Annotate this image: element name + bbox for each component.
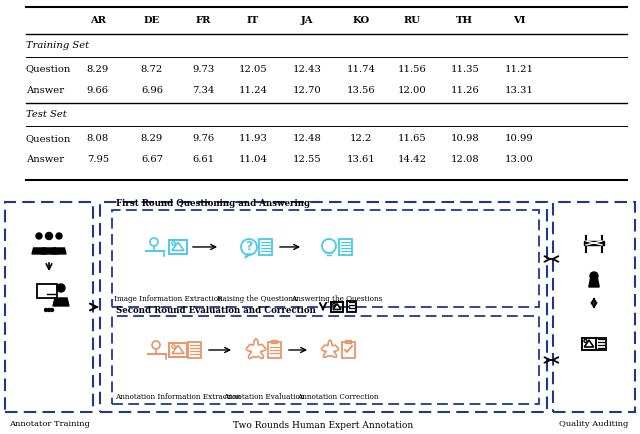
Bar [346, 302, 355, 312]
Text: 10.98: 10.98 [451, 134, 479, 143]
Text: 12.43: 12.43 [292, 65, 321, 73]
Circle shape [57, 284, 65, 292]
Polygon shape [53, 298, 69, 306]
Text: 7.95: 7.95 [86, 155, 109, 164]
Text: Test Set: Test Set [26, 110, 67, 119]
Text: 8.08: 8.08 [86, 134, 109, 143]
Text: 12.48: 12.48 [292, 134, 321, 143]
Bar [259, 239, 271, 255]
Text: Question: Question [26, 65, 71, 73]
Text: Quality Auditing: Quality Auditing [559, 420, 628, 428]
Text: 8.29: 8.29 [86, 65, 109, 73]
Text: 13.00: 13.00 [504, 155, 533, 164]
Text: First Round Questioning and Answering: First Round Questioning and Answering [116, 199, 310, 208]
Bar [112, 210, 539, 307]
Text: 11.56: 11.56 [398, 65, 427, 73]
Circle shape [36, 233, 42, 239]
Text: 13.31: 13.31 [504, 86, 533, 95]
Text: 13.61: 13.61 [347, 155, 376, 164]
Circle shape [47, 309, 51, 312]
Bar [584, 241, 604, 245]
Text: AR: AR [90, 16, 106, 25]
Circle shape [590, 272, 598, 280]
Text: VI: VI [513, 16, 525, 25]
Text: 12.2: 12.2 [350, 134, 372, 143]
Text: KO: KO [353, 16, 370, 25]
Bar [553, 202, 635, 412]
Bar [582, 338, 596, 350]
Polygon shape [589, 273, 599, 287]
Polygon shape [41, 248, 57, 254]
Bar [345, 340, 351, 343]
Text: FR: FR [195, 16, 211, 25]
Bar [342, 342, 355, 358]
Text: Answer: Answer [26, 86, 64, 95]
Text: 11.35: 11.35 [451, 65, 479, 73]
Text: 12.05: 12.05 [239, 65, 268, 73]
Bar [331, 302, 343, 312]
Text: DE: DE [144, 16, 160, 25]
Text: Training Set: Training Set [26, 41, 89, 50]
Text: 10.99: 10.99 [504, 134, 533, 143]
Bar [112, 316, 539, 404]
Text: 14.42: 14.42 [398, 155, 427, 164]
Text: RU: RU [404, 16, 421, 25]
Text: TH: TH [456, 16, 473, 25]
Text: IT: IT [247, 16, 259, 25]
Text: ?: ? [245, 240, 253, 253]
Text: 7.34: 7.34 [192, 86, 214, 95]
Text: 11.21: 11.21 [504, 65, 533, 73]
Text: 6.67: 6.67 [141, 155, 163, 164]
Text: 13.56: 13.56 [347, 86, 376, 95]
Bar [188, 342, 200, 358]
Bar [339, 239, 351, 255]
Polygon shape [32, 248, 46, 254]
Bar [37, 284, 57, 298]
Bar [5, 202, 93, 412]
Text: 11.24: 11.24 [239, 86, 268, 95]
Text: Annotator Training: Annotator Training [8, 420, 90, 428]
Text: 11.93: 11.93 [239, 134, 268, 143]
Text: 8.72: 8.72 [141, 65, 163, 73]
Text: 9.76: 9.76 [192, 134, 214, 143]
Bar [268, 342, 280, 358]
Bar [169, 343, 187, 357]
Text: 12.55: 12.55 [292, 155, 321, 164]
Text: Annotation Information Extraction: Annotation Information Extraction [115, 393, 241, 401]
Text: Answer: Answer [26, 155, 64, 164]
Polygon shape [52, 248, 66, 254]
Text: Two Rounds Human Expert Annotation: Two Rounds Human Expert Annotation [233, 421, 413, 431]
Text: Question: Question [26, 134, 71, 143]
Text: Annotation Correction: Annotation Correction [297, 393, 379, 401]
Text: Second Round Evaluation and Correction: Second Round Evaluation and Correction [116, 306, 316, 315]
Circle shape [45, 233, 52, 240]
Text: 6.96: 6.96 [141, 86, 163, 95]
Text: 9.73: 9.73 [192, 65, 214, 73]
Text: Image Information Extraction: Image Information Extraction [114, 295, 222, 303]
Text: 8.29: 8.29 [141, 134, 163, 143]
Circle shape [56, 233, 62, 239]
Text: Answering the Questions: Answering the Questions [291, 295, 383, 303]
Bar [100, 202, 547, 412]
Text: 9.66: 9.66 [87, 86, 109, 95]
Circle shape [51, 309, 54, 312]
Bar [596, 338, 606, 350]
Text: 12.08: 12.08 [451, 155, 479, 164]
Text: 6.61: 6.61 [192, 155, 214, 164]
Polygon shape [245, 254, 251, 258]
Circle shape [45, 309, 47, 312]
Text: JA: JA [301, 16, 314, 25]
Text: 11.65: 11.65 [398, 134, 427, 143]
Text: 12.70: 12.70 [292, 86, 321, 95]
Text: Annotation Evaluation: Annotation Evaluation [223, 393, 305, 401]
Text: 12.00: 12.00 [398, 86, 427, 95]
Bar [169, 240, 187, 254]
Text: 11.74: 11.74 [347, 65, 376, 73]
Bar [271, 340, 277, 343]
Text: 11.26: 11.26 [451, 86, 479, 95]
Text: 11.04: 11.04 [239, 155, 268, 164]
Text: Raising the Questions: Raising the Questions [217, 295, 297, 303]
